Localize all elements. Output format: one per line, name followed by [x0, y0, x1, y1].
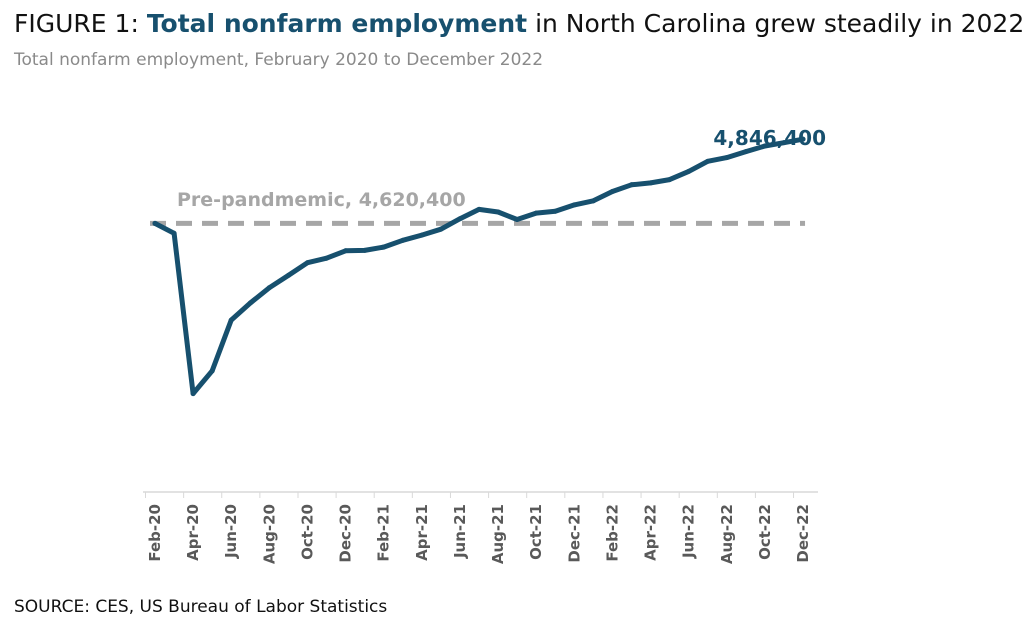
data-point-Jun-20 [228, 317, 234, 323]
pre-pandemic-label: Pre-pandmemic, 4,620,400 [177, 189, 466, 211]
data-point-Sep-22 [743, 149, 749, 155]
data-point-Aug-22 [724, 155, 730, 161]
x-tick-label: Aug-21 [489, 504, 507, 564]
data-point-May-22 [667, 177, 673, 183]
x-tick-label: Oct-20 [298, 504, 316, 560]
x-tick-label: Jun-20 [222, 504, 240, 559]
x-tick-label: Dec-21 [565, 504, 583, 563]
x-tick-label: Aug-22 [718, 504, 736, 564]
source-note: SOURCE: CES, US Bureau of Labor Statisti… [14, 597, 388, 617]
data-point-Jun-22 [686, 168, 692, 174]
title-prefix: FIGURE 1: [14, 9, 147, 38]
data-point-Feb-21 [381, 244, 387, 250]
x-tick-label: Dec-20 [337, 504, 355, 563]
x-tick-label: Jun-22 [680, 504, 698, 559]
data-point-Sep-21 [514, 216, 520, 222]
x-tick-label: Feb-20 [146, 504, 164, 562]
employment-series-line [152, 136, 806, 397]
chart-title: FIGURE 1: Total nonfarm employment in No… [14, 9, 1024, 38]
data-point-Mar-22 [629, 182, 634, 188]
x-tick-label: Oct-21 [527, 504, 545, 560]
data-point-Mar-20 [171, 230, 177, 236]
data-point-Oct-20 [304, 260, 310, 266]
data-point-Nov-21 [552, 208, 558, 214]
data-point-Dec-20 [343, 248, 349, 254]
data-point-Apr-21 [419, 232, 425, 238]
x-tick-label: Apr-20 [184, 504, 202, 561]
data-point-Nov-22 [781, 140, 787, 146]
data-point-Nov-20 [324, 255, 330, 261]
x-tick-label: Oct-22 [756, 504, 774, 560]
data-point-Jan-22 [590, 198, 596, 204]
data-point-Dec-22 [800, 136, 806, 142]
x-tick-label: Apr-22 [642, 504, 660, 561]
data-point-Apr-20 [190, 391, 196, 397]
x-tick-label: Jun-21 [451, 504, 469, 559]
data-point-Mar-21 [400, 237, 406, 243]
data-point-May-21 [438, 226, 444, 232]
data-points [152, 136, 806, 397]
x-tick-label: Apr-21 [413, 504, 431, 561]
title-suffix: in North Carolina grew steadily in 2022 [527, 9, 1024, 38]
line-chart: Feb-20 Apr-20 Jun-20 Aug-20 Oct-20 Dec-20 Feb-… [143, 126, 826, 564]
x-tick-label: Aug-20 [260, 504, 278, 564]
data-point-Aug-21 [495, 209, 501, 215]
data-point-May-20 [209, 368, 215, 374]
data-point-Feb-20 [152, 220, 158, 226]
data-point-Feb-22 [609, 189, 615, 195]
x-tick-label: Feb-21 [375, 504, 393, 562]
end-value-label: 4,846,400 [713, 126, 826, 150]
x-axis-ticks [145, 492, 795, 498]
data-point-Jul-20 [247, 300, 253, 306]
data-point-Jul-22 [705, 158, 711, 164]
x-axis-tick-labels: Feb-20 Apr-20 Jun-20 Aug-20 Oct-20 Dec-20 Feb-… [146, 504, 812, 564]
data-point-Jun-21 [457, 216, 463, 222]
data-point-Jul-21 [476, 206, 482, 212]
data-point-Oct-21 [533, 210, 539, 216]
data-point-Jan-21 [362, 247, 368, 253]
data-point-Dec-21 [571, 202, 577, 208]
x-tick-label: Dec-22 [794, 504, 812, 563]
data-point-Aug-20 [266, 285, 272, 291]
data-point-Oct-22 [762, 143, 768, 149]
x-tick-label: Feb-22 [603, 504, 621, 562]
title-highlight: Total nonfarm employment [146, 9, 528, 38]
data-point-Sep-20 [285, 272, 291, 278]
chart-subtitle: Total nonfarm employment, February 2020 … [14, 50, 544, 70]
data-point-Apr-22 [648, 180, 654, 186]
